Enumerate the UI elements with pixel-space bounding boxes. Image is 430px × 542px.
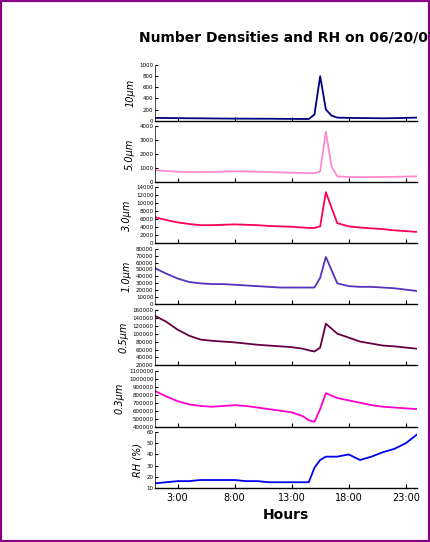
Y-axis label: 0.3μm: 0.3μm: [115, 383, 125, 415]
X-axis label: Hours: Hours: [263, 508, 309, 522]
Y-axis label: 1.0μm: 1.0μm: [122, 261, 132, 292]
Y-axis label: RH (%): RH (%): [132, 443, 142, 477]
Y-axis label: 3.0μm: 3.0μm: [122, 199, 132, 231]
Y-axis label: 0.5μm: 0.5μm: [118, 322, 128, 353]
Y-axis label: 10μm: 10μm: [125, 79, 135, 107]
Y-axis label: 5.0μm: 5.0μm: [125, 138, 135, 170]
Text: Number Densities and RH on 06/20/07: Number Densities and RH on 06/20/07: [139, 31, 430, 45]
